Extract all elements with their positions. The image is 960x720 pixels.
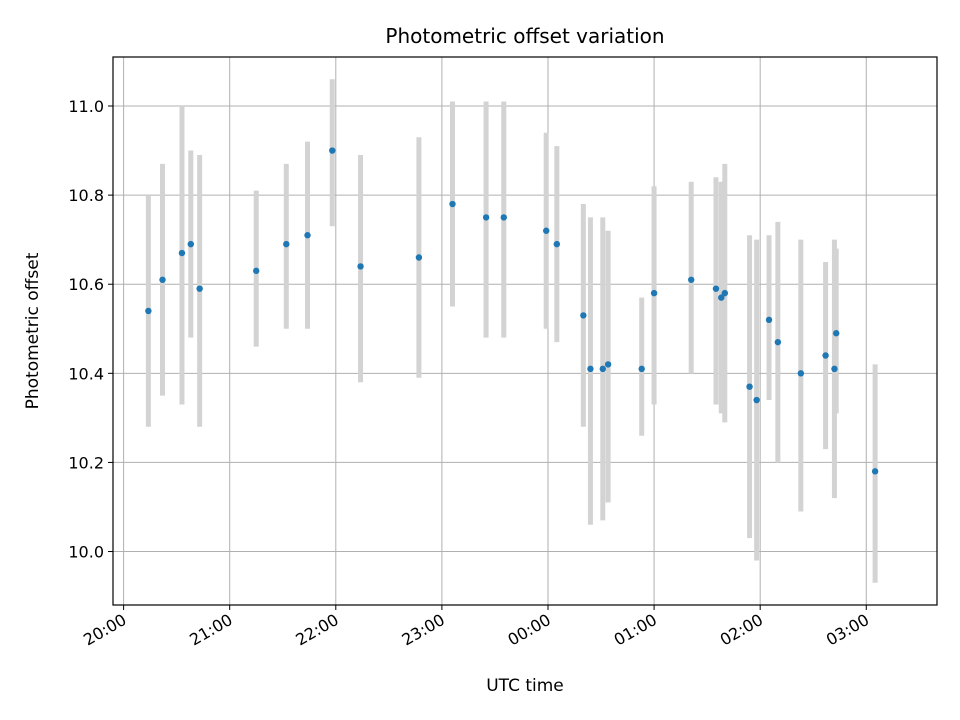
y-axis-label: Photometric offset: [23, 252, 43, 409]
plot-frame: [112, 56, 938, 606]
data-points: [145, 147, 879, 475]
data-point: [357, 263, 364, 270]
y-tick-label: 11.0: [68, 97, 104, 116]
chart-title: Photometric offset variation: [385, 24, 664, 48]
data-point: [871, 468, 879, 475]
data-point: [580, 312, 587, 319]
data-point: [449, 200, 456, 208]
data-point: [604, 361, 612, 368]
data-point: [822, 352, 829, 359]
x-axis-label: UTC time: [486, 676, 564, 696]
data-point: [638, 365, 645, 373]
data-point: [145, 307, 152, 315]
data-point: [688, 276, 695, 283]
data-point: [765, 316, 773, 324]
data-point: [833, 330, 840, 337]
data-point: [178, 249, 186, 257]
data-point: [553, 240, 561, 248]
data-point: [543, 227, 550, 234]
data-point: [797, 370, 805, 377]
data-point: [587, 365, 594, 373]
data-point: [831, 365, 838, 373]
y-tick-label: 10.8: [68, 186, 104, 205]
y-tick-label: 10.0: [68, 543, 104, 562]
data-point: [196, 285, 203, 292]
data-point: [721, 289, 729, 297]
y-tick-label: 10.4: [68, 364, 104, 383]
y-tick-label: 10.2: [68, 453, 104, 472]
data-point: [718, 294, 725, 301]
data-point: [599, 365, 607, 373]
data-point: [159, 276, 166, 283]
data-point: [650, 289, 658, 297]
data-point: [304, 232, 311, 239]
data-point: [187, 240, 195, 248]
data-point: [753, 396, 760, 404]
data-point: [415, 254, 423, 261]
data-point: [329, 147, 336, 154]
data-point: [774, 338, 782, 346]
data-point: [712, 285, 720, 292]
data-point: [283, 240, 290, 248]
y-tick-label: 10.6: [68, 275, 104, 294]
data-point: [746, 383, 753, 390]
data-point: [500, 214, 507, 221]
data-point: [482, 214, 490, 221]
data-point: [253, 267, 260, 275]
